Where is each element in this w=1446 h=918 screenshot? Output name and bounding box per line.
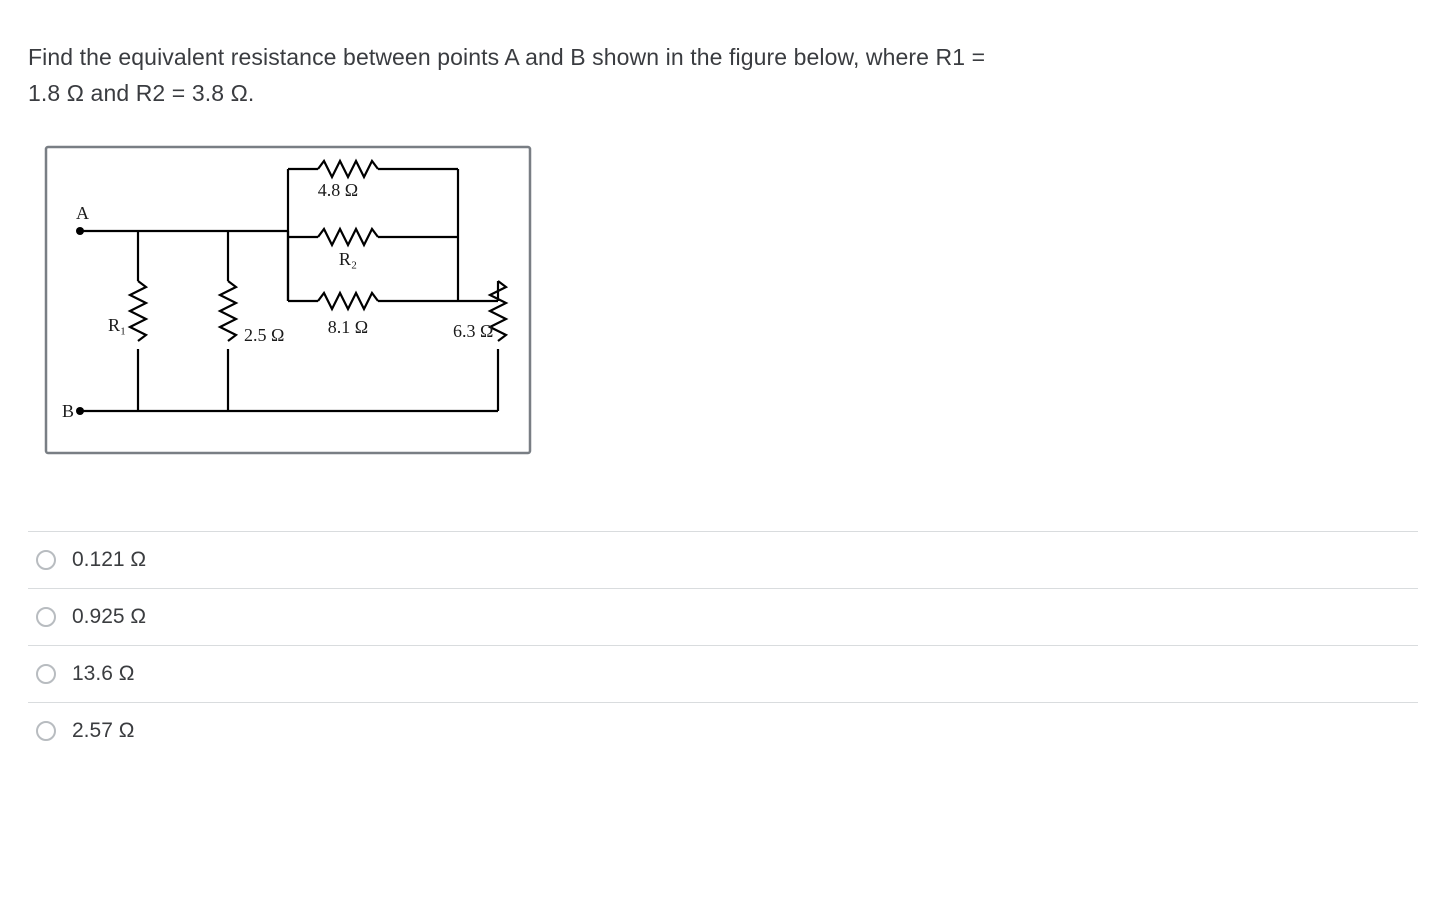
option-0-label: 0.121 Ω	[72, 548, 146, 572]
option-3[interactable]: 2.57 Ω	[28, 703, 1418, 759]
option-2-label: 13.6 Ω	[72, 662, 134, 686]
r25-label: 2.5 Ω	[244, 325, 284, 345]
radio-icon	[36, 664, 56, 684]
radio-icon	[36, 550, 56, 570]
question-line1: Find the equivalent resistance between p…	[28, 44, 985, 70]
circuit-svg: A B R₁ 2.5 Ω 4.8 Ω R₂ 8	[38, 141, 538, 461]
circuit-figure: A B R₁ 2.5 Ω 4.8 Ω R₂ 8	[28, 141, 1418, 501]
r2-label: R₂	[339, 249, 357, 269]
question-line2: 1.8 Ω and R2 = 3.8 Ω.	[28, 80, 254, 106]
answer-options: 0.121 Ω 0.925 Ω 13.6 Ω 2.57 Ω	[28, 531, 1418, 759]
r63-label: 6.3 Ω	[453, 321, 493, 341]
question-text: Find the equivalent resistance between p…	[28, 40, 1418, 111]
option-3-label: 2.57 Ω	[72, 719, 134, 743]
option-1[interactable]: 0.925 Ω	[28, 589, 1418, 646]
radio-icon	[36, 607, 56, 627]
option-1-label: 0.925 Ω	[72, 605, 146, 629]
radio-icon	[36, 721, 56, 741]
node-b-label: B	[62, 401, 74, 421]
option-2[interactable]: 13.6 Ω	[28, 646, 1418, 703]
r1-label: R₁	[108, 315, 126, 335]
r48-label: 4.8 Ω	[318, 180, 358, 200]
option-0[interactable]: 0.121 Ω	[28, 532, 1418, 589]
r81-label: 8.1 Ω	[328, 317, 368, 337]
node-a-label: A	[76, 203, 89, 223]
